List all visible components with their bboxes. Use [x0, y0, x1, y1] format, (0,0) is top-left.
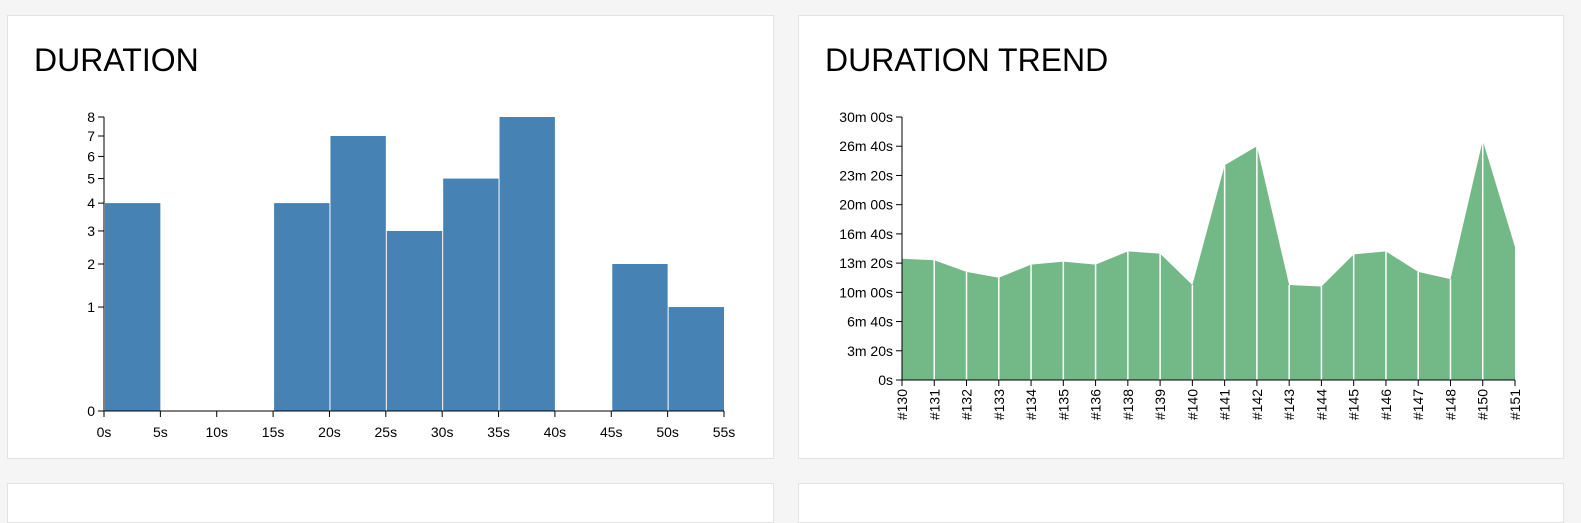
trend-x-tick-label: #143: [1281, 389, 1297, 420]
trend-x-tick-label: #132: [959, 389, 975, 420]
trend-y-tick-label: 10m 00s: [839, 284, 893, 300]
histogram-y-tick-label: 1: [87, 299, 95, 315]
histogram-y-tick-label: 4: [87, 195, 95, 211]
trend-area: [902, 140, 1515, 380]
histogram-x-tick-label: 10s: [205, 424, 228, 440]
trend-x-tick-label: #147: [1410, 389, 1426, 420]
trend-x-tick-label: #140: [1184, 389, 1200, 420]
trend-x-tick-label: #130: [894, 389, 910, 420]
histogram-y-tick-label: 5: [87, 171, 95, 187]
trend-x-tick-label: #131: [926, 389, 942, 420]
trend-x-tick-label: #138: [1120, 389, 1136, 420]
histogram-x-tick-label: 20s: [318, 424, 341, 440]
trend-x-tick-label: #141: [1217, 389, 1233, 420]
histogram-bar-4: [330, 135, 386, 411]
trend-x-tick-label: #139: [1152, 389, 1168, 420]
histogram-x-tick-label: 55s: [713, 424, 736, 440]
trend-x-tick-label: #144: [1313, 389, 1329, 420]
histogram-bar-3: [274, 203, 330, 411]
histogram-bar-0: [105, 203, 161, 411]
trend-y-tick-label: 23m 20s: [839, 167, 893, 183]
histogram-x-tick-label: 45s: [600, 424, 623, 440]
histogram-y-tick-label: 0: [87, 403, 95, 419]
trend-x-tick-label: #136: [1088, 389, 1104, 420]
duration-trend-panel: DURATION TREND 0s 3m 20s 6m 40s 10m 00s 13m …: [798, 15, 1564, 459]
histogram-y-tick-label: 3: [87, 223, 95, 239]
next-panel-left: [7, 483, 774, 523]
trend-x-tick-label: #134: [1023, 389, 1039, 420]
trend-x-tick-label: #133: [991, 389, 1007, 420]
histogram-bar-6: [443, 178, 499, 411]
trend-x-tick-label: #151: [1507, 389, 1523, 420]
next-panel-right: [798, 483, 1564, 523]
histogram-x-tick-label: 0s: [97, 424, 112, 440]
trend-y-tick-label: 6m 40s: [847, 314, 893, 330]
histogram-bar-10: [668, 307, 724, 411]
histogram-bar-7: [499, 117, 555, 411]
histogram-y-tick-label: 2: [87, 256, 95, 272]
duration-trend-chart: 0s 3m 20s 6m 40s 10m 00s 13m 20s 16m 40s 20m 0…: [839, 109, 1523, 420]
trend-y-tick-label: 13m 20s: [839, 255, 893, 271]
histogram-x-tick-label: 30s: [431, 424, 454, 440]
trend-x-tick-label: #142: [1249, 389, 1265, 420]
histogram-x-tick-label: 40s: [544, 424, 567, 440]
histogram-x-tick-label: 5s: [153, 424, 168, 440]
histogram-y-tick-label: 6: [87, 148, 95, 164]
histogram-x-tick-label: 15s: [262, 424, 285, 440]
trend-x-tick-label: #150: [1475, 389, 1491, 420]
trend-y-tick-label: 20m 00s: [839, 197, 893, 213]
histogram-y-tick-label: 7: [87, 128, 95, 144]
duration-trend-title: DURATION TREND: [825, 42, 1109, 78]
trend-y-tick-label: 3m 20s: [847, 343, 893, 359]
histogram-bar-9: [612, 264, 668, 411]
trend-x-tick-label: #148: [1442, 389, 1458, 420]
histogram-x-tick-label: 35s: [487, 424, 510, 440]
duration-panel: DURATION 0 1 2 3 4 5 6 7 8 0s 5s 10s 15s 20s 25s 30s 35s…: [7, 15, 774, 459]
trend-x-tick-label: #146: [1378, 389, 1394, 420]
trend-x-tick-label: #145: [1346, 389, 1362, 420]
trend-y-tick-label: 0s: [878, 372, 893, 388]
duration-title: DURATION: [34, 42, 199, 78]
histogram-x-tick-label: 50s: [656, 424, 679, 440]
histogram-y-tick-label: 8: [87, 109, 95, 125]
histogram-bar-5: [386, 230, 443, 411]
trend-y-tick-label: 26m 40s: [839, 138, 893, 154]
trend-y-tick-label: 30m 00s: [839, 109, 893, 125]
histogram-x-tick-label: 25s: [375, 424, 398, 440]
trend-y-tick-label: 16m 40s: [839, 226, 893, 242]
trend-x-tick-label: #135: [1055, 389, 1071, 420]
duration-histogram: 0 1 2 3 4 5 6 7 8 0s 5s 10s 15s 20s 25s 30s 35s 40s 45s 50s…: [87, 109, 736, 440]
